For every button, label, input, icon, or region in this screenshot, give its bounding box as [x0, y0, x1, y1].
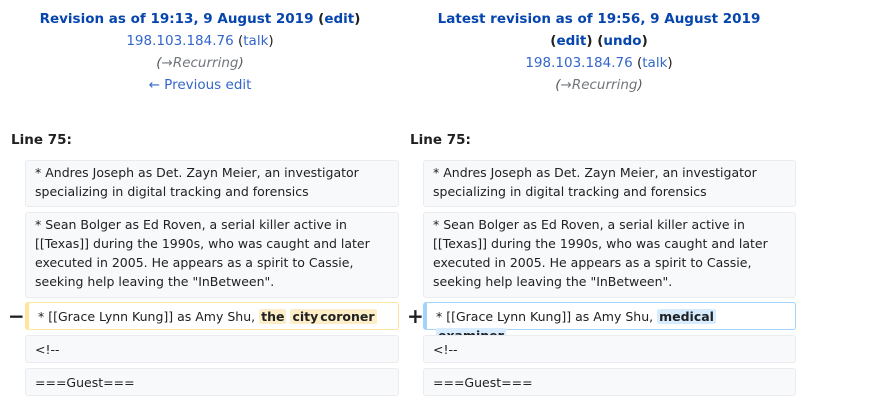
added-line-marker: + [407, 304, 424, 328]
left-edit-link[interactable]: edit [324, 11, 355, 27]
left-revision-header: Revision as of 19:13, 9 August 2019 (edi… [0, 8, 400, 96]
right-edit-summary: (→Recurring) [555, 77, 643, 93]
left-context-guest: ===Guest=== [25, 368, 399, 396]
right-line-number: Line 75: [410, 132, 471, 148]
left-edit-summary: (→Recurring) [156, 55, 244, 71]
right-context-guest: ===Guest=== [423, 368, 796, 396]
right-context-andres: * Andres Joseph as Det. Zayn Meier, an i… [423, 160, 796, 207]
right-revision-link[interactable]: Latest revision as of 19:56, 9 August 20… [437, 11, 761, 27]
right-edit-link[interactable]: edit [556, 33, 587, 49]
left-context-andres: * Andres Joseph as Det. Zayn Meier, an i… [25, 160, 399, 207]
right-action-links: (edit) (undo) [550, 33, 648, 49]
left-revision-title: Revision as of 19:13, 9 August 2019 (edi… [39, 11, 361, 27]
left-section-arrow: → [161, 55, 173, 71]
left-section-name: Recurring [172, 55, 239, 71]
deleted-word: the [259, 309, 287, 324]
left-user-line: 198.103.184.76 (talk) [126, 33, 274, 49]
previous-edit-link[interactable]: ← Previous edit [148, 77, 252, 93]
undo-link[interactable]: undo [603, 33, 642, 49]
deleted-line: * [[Grace Lynn Kung]] as Amy Shu, the ci… [25, 302, 399, 330]
deleted-word: city [290, 309, 321, 324]
right-user-link[interactable]: 198.103.184.76 [525, 55, 633, 71]
deleted-word: coroner [318, 309, 377, 324]
deleted-line-text: * [[Grace Lynn Kung]] as Amy Shu, [38, 309, 260, 324]
left-context-sean: * Sean Bolger as Ed Roven, a serial kill… [25, 212, 399, 298]
right-revision-header: Latest revision as of 19:56, 9 August 20… [399, 8, 799, 96]
right-talk-link[interactable]: talk [642, 55, 668, 71]
right-user-line: 198.103.184.76 (talk) [525, 55, 673, 71]
left-section-link[interactable]: →Recurring [162, 55, 239, 71]
left-context-comment: <!-- [25, 335, 399, 363]
added-line-text: * [[Grace Lynn Kung]] as Amy Shu, [436, 309, 658, 324]
deleted-line-marker: − [8, 304, 25, 328]
left-revision-link[interactable]: Revision as of 19:13, 9 August 2019 [39, 11, 314, 27]
left-talk-link[interactable]: talk [243, 33, 269, 49]
right-section-link[interactable]: →Recurring [561, 77, 638, 93]
right-context-comment: <!-- [423, 335, 796, 363]
left-user-link[interactable]: 198.103.184.76 [126, 33, 234, 49]
right-context-sean: * Sean Bolger as Ed Roven, a serial kill… [423, 212, 796, 298]
right-section-name: Recurring [571, 77, 638, 93]
right-section-arrow: → [560, 77, 572, 93]
added-word: medical [657, 309, 716, 324]
left-line-number: Line 75: [11, 132, 72, 148]
right-revision-title: Latest revision as of 19:56, 9 August 20… [399, 8, 799, 30]
added-line: * [[Grace Lynn Kung]] as Amy Shu, medica… [423, 302, 796, 343]
